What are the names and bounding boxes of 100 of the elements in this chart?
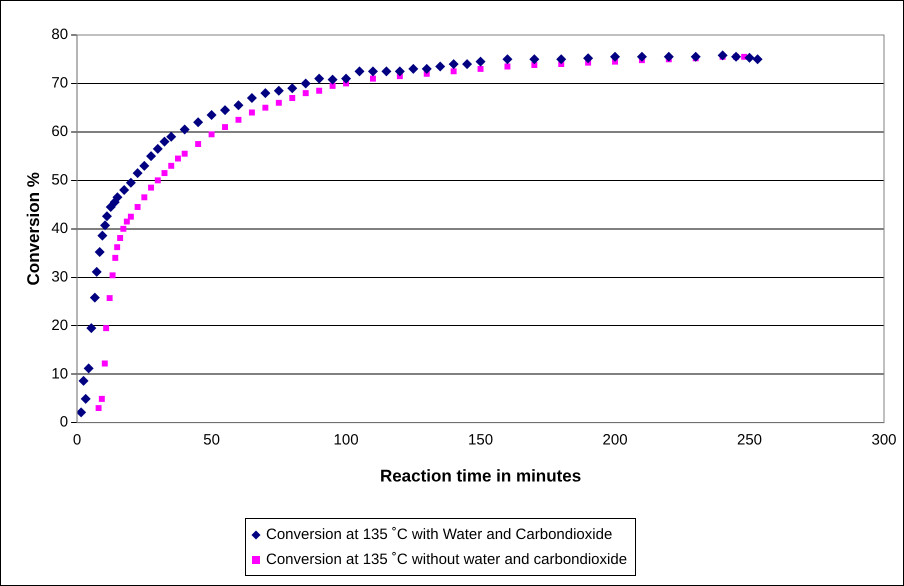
- point: [408, 64, 418, 74]
- legend-label: Conversion at 135 ˚C with Water and Carbondioxide: [265, 525, 614, 545]
- point: [102, 360, 108, 366]
- y-tick-label: 80: [51, 26, 68, 44]
- point: [450, 68, 457, 74]
- point: [102, 211, 112, 222]
- point: [300, 78, 311, 88]
- point: [636, 52, 647, 62]
- point: [381, 66, 392, 76]
- x-tick-label: 50: [203, 432, 220, 449]
- point: [94, 247, 105, 258]
- x-tick-label: 0: [72, 432, 82, 449]
- y-axis-title: Conversion %: [24, 172, 43, 286]
- point: [119, 185, 130, 196]
- point: [182, 150, 188, 157]
- point: [166, 132, 176, 142]
- point: [141, 194, 148, 200]
- point: [316, 88, 322, 94]
- point: [162, 170, 168, 176]
- point: [96, 405, 102, 412]
- point: [208, 131, 215, 138]
- point: [120, 226, 126, 232]
- point: [448, 59, 459, 70]
- point: [583, 53, 594, 64]
- point: [233, 100, 244, 110]
- point: [248, 110, 255, 116]
- point: [106, 202, 116, 212]
- point: [180, 124, 190, 134]
- point: [146, 151, 156, 162]
- point: [394, 66, 405, 76]
- point: [132, 168, 143, 178]
- point: [77, 407, 86, 418]
- point: [126, 178, 136, 188]
- point: [276, 100, 282, 106]
- point: [744, 52, 755, 63]
- point: [128, 214, 134, 220]
- point: [260, 88, 270, 98]
- point: [289, 95, 296, 101]
- point: [92, 266, 102, 277]
- point: [152, 144, 163, 154]
- point: [236, 116, 242, 123]
- point: [354, 66, 365, 76]
- point: [110, 272, 116, 278]
- point: [330, 82, 336, 89]
- point: [112, 192, 122, 202]
- point: [435, 61, 446, 72]
- point: [134, 204, 141, 210]
- y-tick-label: 40: [51, 220, 68, 237]
- point: [160, 136, 170, 147]
- point: [556, 54, 566, 64]
- y-tick-label: 30: [51, 268, 68, 286]
- point: [504, 64, 510, 70]
- point: [529, 54, 540, 64]
- point: [718, 50, 728, 60]
- point: [98, 396, 105, 402]
- point: [368, 66, 378, 76]
- point: [86, 323, 96, 334]
- x-tick-label: 250: [737, 432, 762, 449]
- point: [117, 235, 124, 241]
- point: [114, 244, 120, 250]
- point: [78, 376, 89, 386]
- y-tick-label: 70: [51, 74, 68, 92]
- point: [168, 162, 174, 169]
- point: [478, 66, 484, 72]
- x-axis-title: Reaction time in minutes: [380, 466, 582, 486]
- y-tick-label: 50: [51, 171, 68, 188]
- point: [103, 325, 110, 332]
- point: [752, 54, 763, 64]
- x-tick-label: 100: [334, 432, 359, 449]
- point: [262, 104, 268, 111]
- point: [462, 59, 472, 70]
- point: [193, 117, 204, 128]
- y-tick-label: 10: [51, 365, 68, 382]
- point: [222, 124, 228, 130]
- point: [195, 141, 202, 147]
- point: [154, 177, 161, 184]
- point: [80, 394, 91, 404]
- point: [274, 86, 284, 96]
- point: [174, 156, 181, 162]
- point: [664, 52, 674, 62]
- point: [246, 92, 257, 103]
- point: [287, 83, 298, 94]
- point: [610, 52, 620, 62]
- point: [112, 254, 118, 261]
- point: [328, 74, 338, 85]
- point: [314, 74, 324, 84]
- point: [302, 90, 309, 96]
- point: [370, 76, 376, 82]
- point: [206, 110, 217, 120]
- point: [90, 292, 100, 303]
- point: [97, 230, 108, 241]
- y-tick-label: 0: [60, 414, 68, 431]
- x-tick-label: 150: [468, 432, 494, 449]
- x-tick-label: 200: [602, 432, 628, 449]
- point: [124, 218, 130, 225]
- point: [100, 220, 110, 230]
- y-tick-label: 20: [51, 316, 68, 334]
- point: [139, 160, 150, 171]
- point: [84, 363, 94, 374]
- point: [422, 64, 432, 74]
